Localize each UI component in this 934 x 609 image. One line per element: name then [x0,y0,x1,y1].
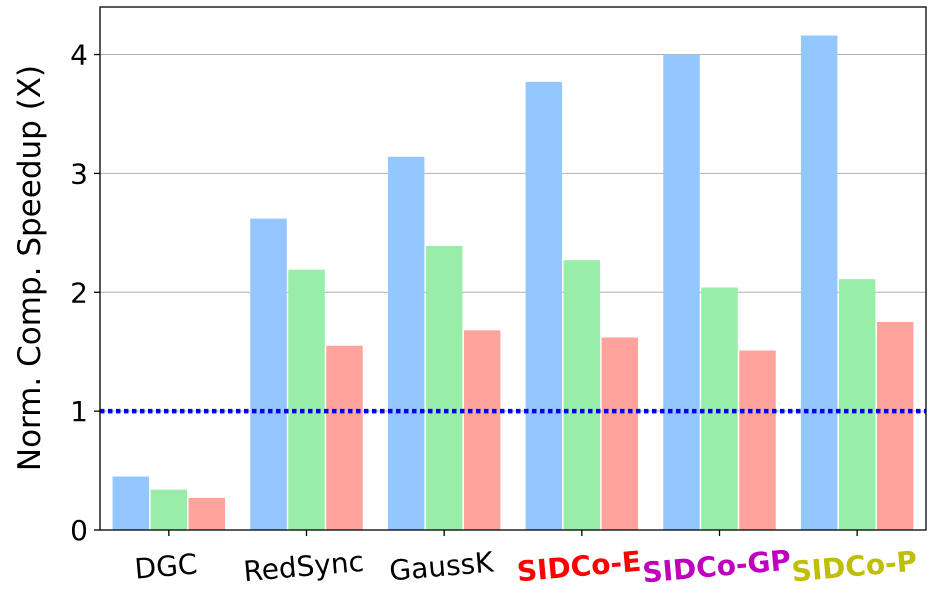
bar-dgc-series-1 [112,476,150,530]
bar-dgc-series-2 [150,489,188,530]
y-tick-label: 0 [70,514,88,547]
bar-sidco-p-series-2 [838,279,876,530]
bar-gaussk-series-2 [425,245,463,531]
bar-sidco-p-series-1 [800,35,838,530]
bars [112,35,914,531]
x-tick-label-sidco-gp: SIDCo-GP [641,544,792,590]
y-axis-title: Norm. Comp. Speedup (X) [12,65,48,471]
bar-redsync-series-2 [288,269,325,530]
plot-frame [99,6,927,531]
x-tick-label-sidco-p: SIDCo-P [790,545,918,589]
y-tick-label: 3 [70,157,88,190]
bar-sidco-e-series-1 [525,81,563,530]
y-tick-label: 2 [70,276,88,309]
bar-gaussk-series-1 [387,156,425,530]
bar-sidco-e-series-3 [601,337,639,530]
x-tick-label-redsync: RedSync [242,545,365,588]
bar-gaussk-series-3 [463,330,501,530]
x-tick-label-gaussk: GaussK [388,546,495,588]
bar-sidco-e-series-2 [563,260,601,530]
bar-sidco-p-series-3 [876,321,914,530]
y-axis-ticks: 0 1 2 3 4 [70,39,100,547]
bar-sidco-gp-series-2 [701,287,738,530]
x-tick-label-sidco-e: SIDCo-E [516,545,643,589]
y-tick-label: 1 [70,395,88,428]
bar-sidco-gp-series-1 [663,54,700,530]
bar-sidco-gp-series-3 [739,350,776,530]
bar-redsync-series-1 [250,218,287,530]
bar-redsync-series-3 [326,345,363,530]
x-tick-label-dgc: DGC [133,547,198,585]
bar-dgc-series-3 [188,497,226,530]
y-tick-label: 4 [70,39,88,72]
